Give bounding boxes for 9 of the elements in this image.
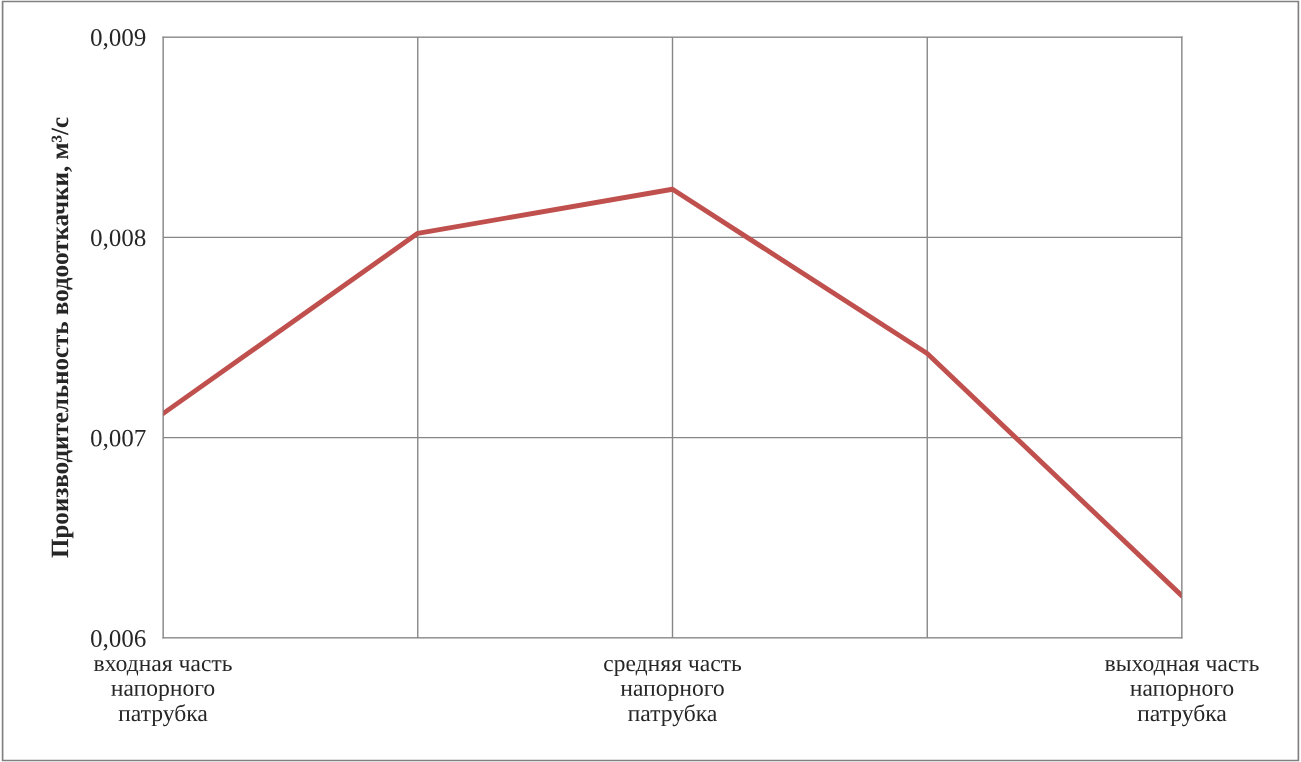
x-tick-label: входная часть напорного патрубка — [93, 659, 232, 727]
y-axis-title: Производительность водооткачки, м³/с — [51, 117, 74, 558]
x-tick-label: выходная часть напорного патрубка — [1104, 659, 1259, 727]
y-tick-label: 0,007 — [91, 429, 146, 451]
y-tick-label: 0,008 — [91, 229, 146, 250]
y-tick-label: 0,009 — [91, 29, 146, 50]
line-series — [163, 186, 1182, 599]
y-tick-label: 0,006 — [91, 630, 146, 651]
x-tick-label: средняя часть напорного патрубка — [604, 659, 742, 727]
